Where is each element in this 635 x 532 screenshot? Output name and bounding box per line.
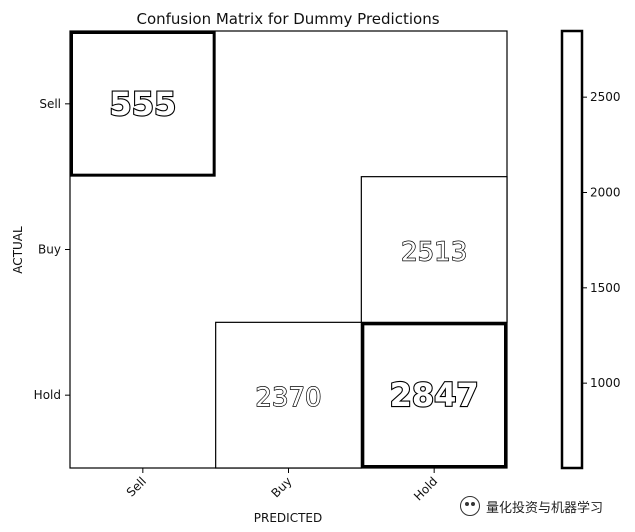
chart-title: Confusion Matrix for Dummy Predictions: [136, 10, 439, 28]
cell-value-label: 2847: [390, 376, 479, 414]
cell-value-label: 2513: [401, 238, 467, 268]
y-tick-label: Hold: [34, 388, 61, 402]
colorbar: 1000 1500 2000 2500: [560, 29, 621, 470]
matrix-cell: [215, 321, 362, 469]
matrix-cells: [70, 31, 508, 469]
colorbar-tick-label: 1500: [590, 281, 621, 295]
cell-value-label: 555: [109, 85, 176, 123]
matrix-cell-labels: 555 2513 2370 2847: [108, 84, 479, 416]
colorbar-tick-label: 2000: [590, 185, 621, 199]
x-tick-label: Buy: [268, 474, 294, 500]
y-axis-ticks: Sell Buy Hold: [34, 97, 70, 402]
cell-value-label: 2370: [255, 383, 321, 413]
x-axis-ticks: Sell Buy Hold: [124, 468, 440, 503]
matrix-cell: [70, 31, 216, 177]
y-axis-label: ACTUAL: [11, 226, 25, 274]
wechat-icon: [460, 496, 480, 516]
matrix-cell: [361, 322, 508, 469]
watermark-text: 量化投资与机器学习: [486, 500, 604, 516]
colorbar-ticks: 1000 1500 2000 2500: [582, 90, 621, 390]
colorbar-bar: [560, 29, 584, 470]
colorbar-tick-label: 1000: [590, 376, 621, 390]
matrix-cell: [360, 176, 508, 323]
watermark: 量化投资与机器学习: [460, 494, 630, 518]
x-axis-label: PREDICTED: [254, 511, 322, 525]
y-tick-label: Buy: [38, 243, 61, 257]
x-tick-label: Sell: [124, 474, 149, 499]
x-tick-label: Hold: [411, 474, 440, 503]
y-tick-label: Sell: [39, 97, 61, 111]
colorbar-tick-label: 2500: [590, 90, 621, 104]
